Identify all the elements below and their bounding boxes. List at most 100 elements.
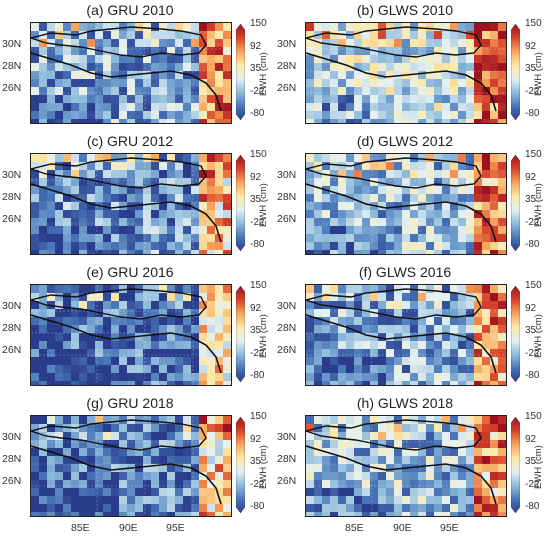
ewh-cell [207, 226, 216, 235]
ewh-cell [79, 218, 88, 227]
ewh-cell [306, 496, 315, 505]
ewh-cell [394, 472, 403, 481]
ewh-cell [394, 448, 403, 457]
ewh-cell [95, 301, 104, 310]
ewh-cell [322, 365, 331, 374]
ewh-cell [482, 154, 491, 163]
ewh-cell [63, 333, 72, 342]
ewh-cell [442, 357, 451, 366]
ewh-cell [354, 285, 363, 294]
ewh-cell [378, 464, 387, 473]
ewh-cell [386, 365, 395, 374]
ewh-cell [474, 349, 483, 358]
ewh-cell [143, 250, 152, 254]
ewh-cell [71, 464, 80, 473]
ewh-cell [426, 488, 435, 497]
ewh-cell [207, 456, 216, 465]
ewh-cell [111, 373, 120, 382]
colorbar-tick: 150 [525, 280, 542, 291]
ewh-cell [362, 242, 371, 251]
ewh-cell [151, 424, 160, 433]
ewh-cell [215, 285, 224, 294]
ewh-cell [175, 218, 184, 227]
ewh-cell [31, 357, 40, 366]
ewh-cell [418, 349, 427, 358]
ewh-cell [215, 317, 224, 326]
ewh-cell [103, 47, 112, 56]
ewh-cell [207, 333, 216, 342]
ewh-cell [119, 448, 128, 457]
ewh-cell [434, 472, 443, 481]
ewh-cell [199, 111, 208, 120]
ewh-cell [167, 242, 176, 251]
ewh-cell [306, 293, 315, 302]
ewh-cell [143, 162, 152, 171]
ewh-cell [63, 448, 72, 457]
ewh-cell [191, 325, 200, 334]
ewh-cell [175, 504, 184, 513]
ewh-cell [426, 71, 435, 80]
ewh-cell [167, 71, 176, 80]
ewh-cell [434, 448, 443, 457]
ewh-cell [47, 365, 56, 374]
ewh-cell [55, 39, 64, 48]
ewh-cell [135, 63, 144, 72]
ewh-cell [354, 55, 363, 64]
ewh-cell [394, 87, 403, 96]
ewh-cell [71, 39, 80, 48]
ewh-cell [87, 440, 96, 449]
ewh-cell [354, 301, 363, 310]
ewh-cell [338, 234, 347, 243]
ewh-cell [482, 178, 491, 187]
ewh-cell [159, 488, 168, 497]
ewh-cell [143, 71, 152, 80]
ewh-cell [47, 111, 56, 120]
ewh-cell [482, 365, 491, 374]
ewh-cell [330, 424, 339, 433]
ewh-cell [191, 424, 200, 433]
ewh-cell [63, 440, 72, 449]
ewh-cell [442, 480, 451, 489]
ewh-cell [458, 480, 467, 489]
ewh-cell [394, 488, 403, 497]
ewh-cell [191, 504, 200, 513]
ewh-cell [434, 317, 443, 326]
ewh-cell [175, 103, 184, 112]
ewh-cell [127, 373, 136, 382]
ewh-cell [167, 39, 176, 48]
ewh-cell [346, 210, 355, 219]
ewh-cell [71, 349, 80, 358]
ewh-cell [354, 95, 363, 104]
ewh-cell [386, 317, 395, 326]
ewh-cell [434, 333, 443, 342]
ewh-cell [394, 47, 403, 56]
ewh-cell [167, 178, 176, 187]
ewh-cell [442, 234, 451, 243]
ewh-cell [143, 194, 152, 203]
ewh-cell [418, 365, 427, 374]
ewh-cell [314, 210, 323, 219]
ewh-cell [143, 186, 152, 195]
ewh-cell [143, 95, 152, 104]
ewh-cell [338, 357, 347, 366]
ewh-cell [223, 47, 231, 56]
colorbar [236, 155, 245, 251]
ewh-cell [215, 373, 224, 382]
ewh-cell [167, 250, 176, 254]
ewh-cell [199, 349, 208, 358]
ewh-cell [119, 488, 128, 497]
ewh-cell [354, 448, 363, 457]
ewh-cell [183, 95, 192, 104]
ewh-cell [159, 349, 168, 358]
ewh-cell [143, 496, 152, 505]
ewh-cell [143, 119, 152, 123]
map-panel: (c) GRU 2012 30N 28N 26N 150 92 35 -22 -80 EWH (c… [0, 131, 275, 267]
ewh-cell [63, 95, 72, 104]
ewh-cell [191, 333, 200, 342]
ewh-cell [450, 250, 459, 254]
colorbar-tick: 92 [525, 40, 537, 52]
ewh-cell [127, 226, 136, 235]
ewh-cell [183, 504, 192, 513]
ewh-cell [183, 512, 192, 516]
ewh-cell [330, 464, 339, 473]
